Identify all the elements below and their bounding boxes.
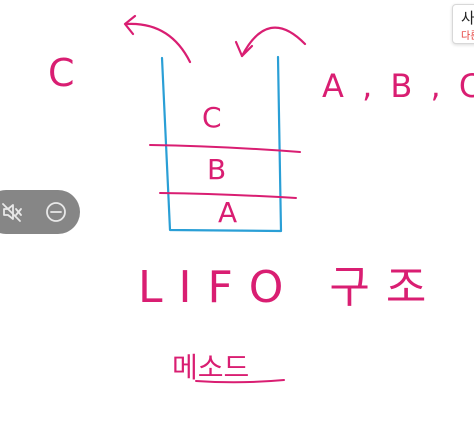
popped-item-label: C [48,51,75,95]
mute-button[interactable] [0,198,26,226]
push-order-label: A , B , C [322,67,474,105]
pop-arrow [125,22,192,64]
stack-item-bottom: A [218,196,238,229]
minus-circle-icon [46,202,66,222]
notification-subtitle: 다른 [461,31,474,42]
stack-item-middle: B [207,153,227,186]
notification-popup[interactable]: 사 다른 [452,4,474,44]
collapse-button[interactable] [42,198,70,226]
push-arrow-head [234,40,254,58]
notification-title: 사 [461,9,474,27]
stack-container [160,55,283,233]
method-underline [195,379,285,384]
method-label: 메소드 [172,351,250,384]
stack-divider-bottom [159,192,297,199]
structure-label: LIFO 구조 [138,262,443,313]
pop-arrow-head [123,14,137,36]
stack-divider-top [149,144,301,153]
speaker-muted-icon [2,203,22,222]
player-control-pill [0,190,80,234]
stack-item-top: C [202,101,222,134]
push-arrow [240,26,307,58]
